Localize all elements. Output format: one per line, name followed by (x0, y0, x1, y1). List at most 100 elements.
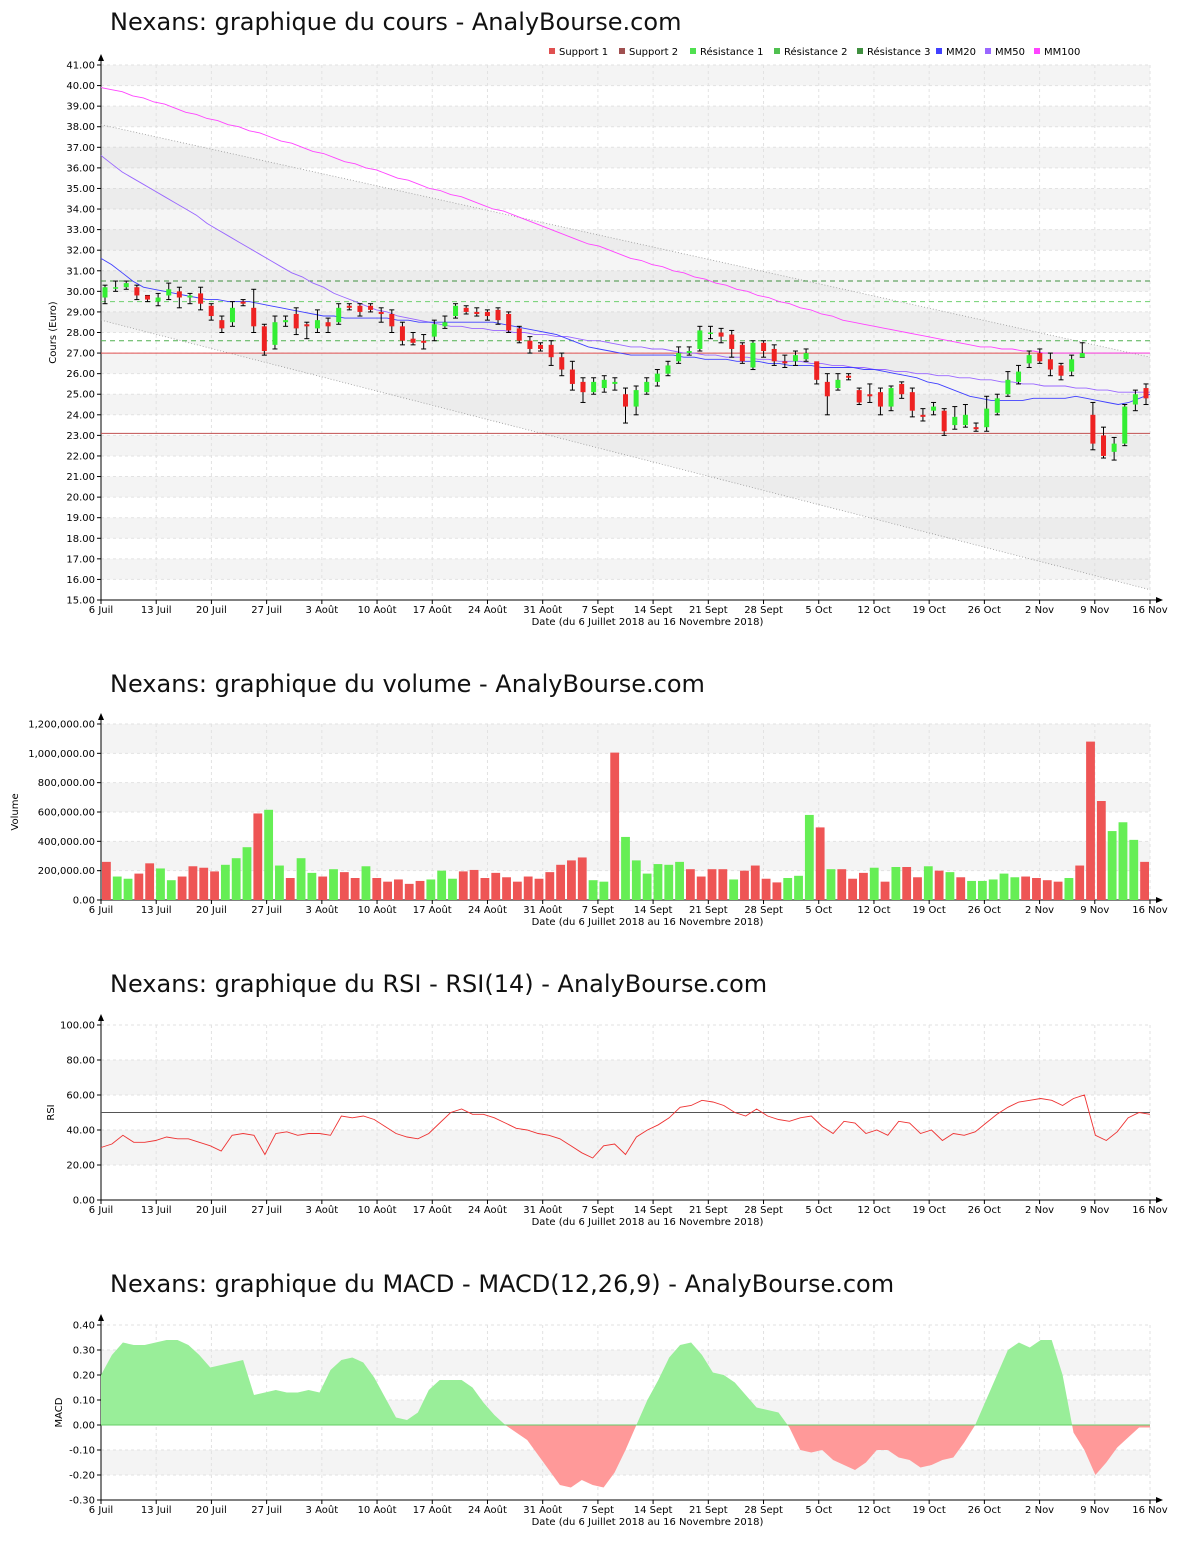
volume-bar-down (750, 865, 760, 900)
volume-bar-down (177, 876, 187, 900)
mm100-line (100, 87, 1150, 354)
candle-body-down (208, 305, 214, 317)
macd-positive-area (975, 1340, 1073, 1425)
x-tick-label: 9 Nov (1080, 1505, 1109, 1516)
y-tick-label: 29.00 (66, 307, 95, 318)
volume-bar-up (664, 864, 674, 900)
candle-body-down (484, 311, 490, 317)
candle-body-down (973, 427, 979, 430)
candle-body-up (314, 320, 320, 329)
volume-bar-up (361, 866, 371, 900)
y-tick-label: 33.00 (66, 225, 95, 236)
candle-body-up (591, 381, 597, 393)
candle (707, 325, 713, 340)
x-tick-label: 20 Juil (196, 1205, 227, 1216)
candle (644, 377, 650, 395)
volume-bar-down (556, 864, 566, 900)
candle (431, 319, 437, 342)
candle (176, 286, 182, 309)
y-tick-label: 0.30 (73, 1346, 95, 1357)
rsi-chart-panel: Nexans: graphique du RSI - RSI(14) - Ana… (0, 960, 1200, 1240)
candle (516, 325, 522, 344)
candle (580, 377, 586, 403)
grid-band (101, 517, 1150, 539)
candle (102, 284, 108, 305)
trend-channel-upper (100, 124, 1151, 358)
y-tick-label: 40.00 (66, 81, 95, 92)
macd-positive-area (101, 1340, 506, 1425)
legend-label: Résistance 1 (700, 46, 763, 58)
x-tick-label: 10 Août (358, 604, 397, 616)
x-tick-label: 6 Juil (89, 1205, 113, 1216)
x-tick-label: 27 Juil (251, 605, 282, 616)
candle-body-up (155, 297, 161, 302)
x-tick-label: 2 Nov (1025, 905, 1054, 916)
x-tick-label: 19 Oct (913, 1205, 946, 1216)
candle (973, 422, 979, 432)
candle-body-down (761, 342, 767, 352)
candle-body-down (718, 332, 724, 337)
x-tick-label: 12 Oct (857, 605, 890, 616)
candle-body-down (548, 344, 554, 358)
candle (633, 385, 639, 416)
grid-band (101, 65, 1150, 86)
candle-body-up (803, 353, 809, 360)
x-tick-label: 21 Sept (689, 1505, 728, 1516)
candle (1079, 342, 1085, 358)
candle-body-down (877, 392, 883, 407)
candle (1132, 389, 1138, 412)
x-tick-label: 2 Nov (1025, 1505, 1054, 1516)
candle-body-down (1143, 388, 1149, 399)
x-tick-label: 31 Août (523, 904, 562, 916)
volume-bar-up (826, 869, 836, 900)
x-tick-label: 16 Nov (1132, 1205, 1168, 1216)
y-tick-label: 1,000,000.00 (28, 749, 95, 760)
volume-bar-down (859, 872, 868, 900)
volume-bar-up (1118, 822, 1128, 900)
candle (782, 354, 788, 368)
volume-bar-down (1042, 880, 1052, 900)
volume-bar-down (210, 871, 219, 900)
candle (538, 342, 544, 352)
candle-body-down (559, 357, 565, 370)
x-tick-label: 28 Sept (744, 905, 783, 916)
candle-body-down (357, 305, 363, 312)
legend-item: Résistance 2 (774, 46, 847, 58)
x-tick-label: 13 Juil (141, 605, 172, 616)
y-tick-label: 17.00 (66, 554, 95, 565)
candle-body-up (336, 307, 342, 323)
x-tick-label: 9 Nov (1080, 905, 1109, 916)
x-tick-label: 12 Oct (857, 1505, 890, 1516)
x-tick-label: 20 Juil (196, 1505, 227, 1516)
candle (846, 373, 852, 381)
volume-bar-up (166, 880, 176, 900)
volume-bar-up (275, 865, 284, 900)
candle-body-down (899, 383, 905, 395)
candle (166, 282, 172, 301)
y-tick-label: 80.00 (66, 1056, 95, 1067)
candle (229, 301, 235, 327)
candle-body-up (1026, 355, 1032, 364)
candle (739, 342, 745, 364)
volume-chart-svg: 0.00 200,000.00 400,000.00 600,000.00 800,00… (10, 713, 1168, 928)
volume-bar-down (1032, 878, 1041, 900)
x-tick-label: 16 Nov (1132, 605, 1168, 616)
x-tick-label: 13 Juil (141, 905, 172, 916)
x-tick-label: 5 Oct (805, 605, 832, 616)
candle (814, 361, 820, 385)
candle (442, 315, 448, 329)
candle-body-up (644, 381, 650, 393)
y-axis-title: RSI (46, 1104, 57, 1120)
volume-bar-up (220, 864, 230, 900)
volume-bar-down (534, 878, 544, 900)
candle (389, 309, 395, 333)
candle (1058, 362, 1064, 381)
volume-bar-up (426, 879, 436, 900)
grid-band (101, 147, 1150, 168)
candle-body-down (569, 369, 575, 384)
candle-body-up (601, 379, 607, 389)
x-tick-label: 14 Sept (634, 1505, 673, 1516)
volume-bar-up (264, 809, 274, 900)
volume-bar-down (545, 872, 555, 900)
legend-swatch (774, 48, 780, 54)
